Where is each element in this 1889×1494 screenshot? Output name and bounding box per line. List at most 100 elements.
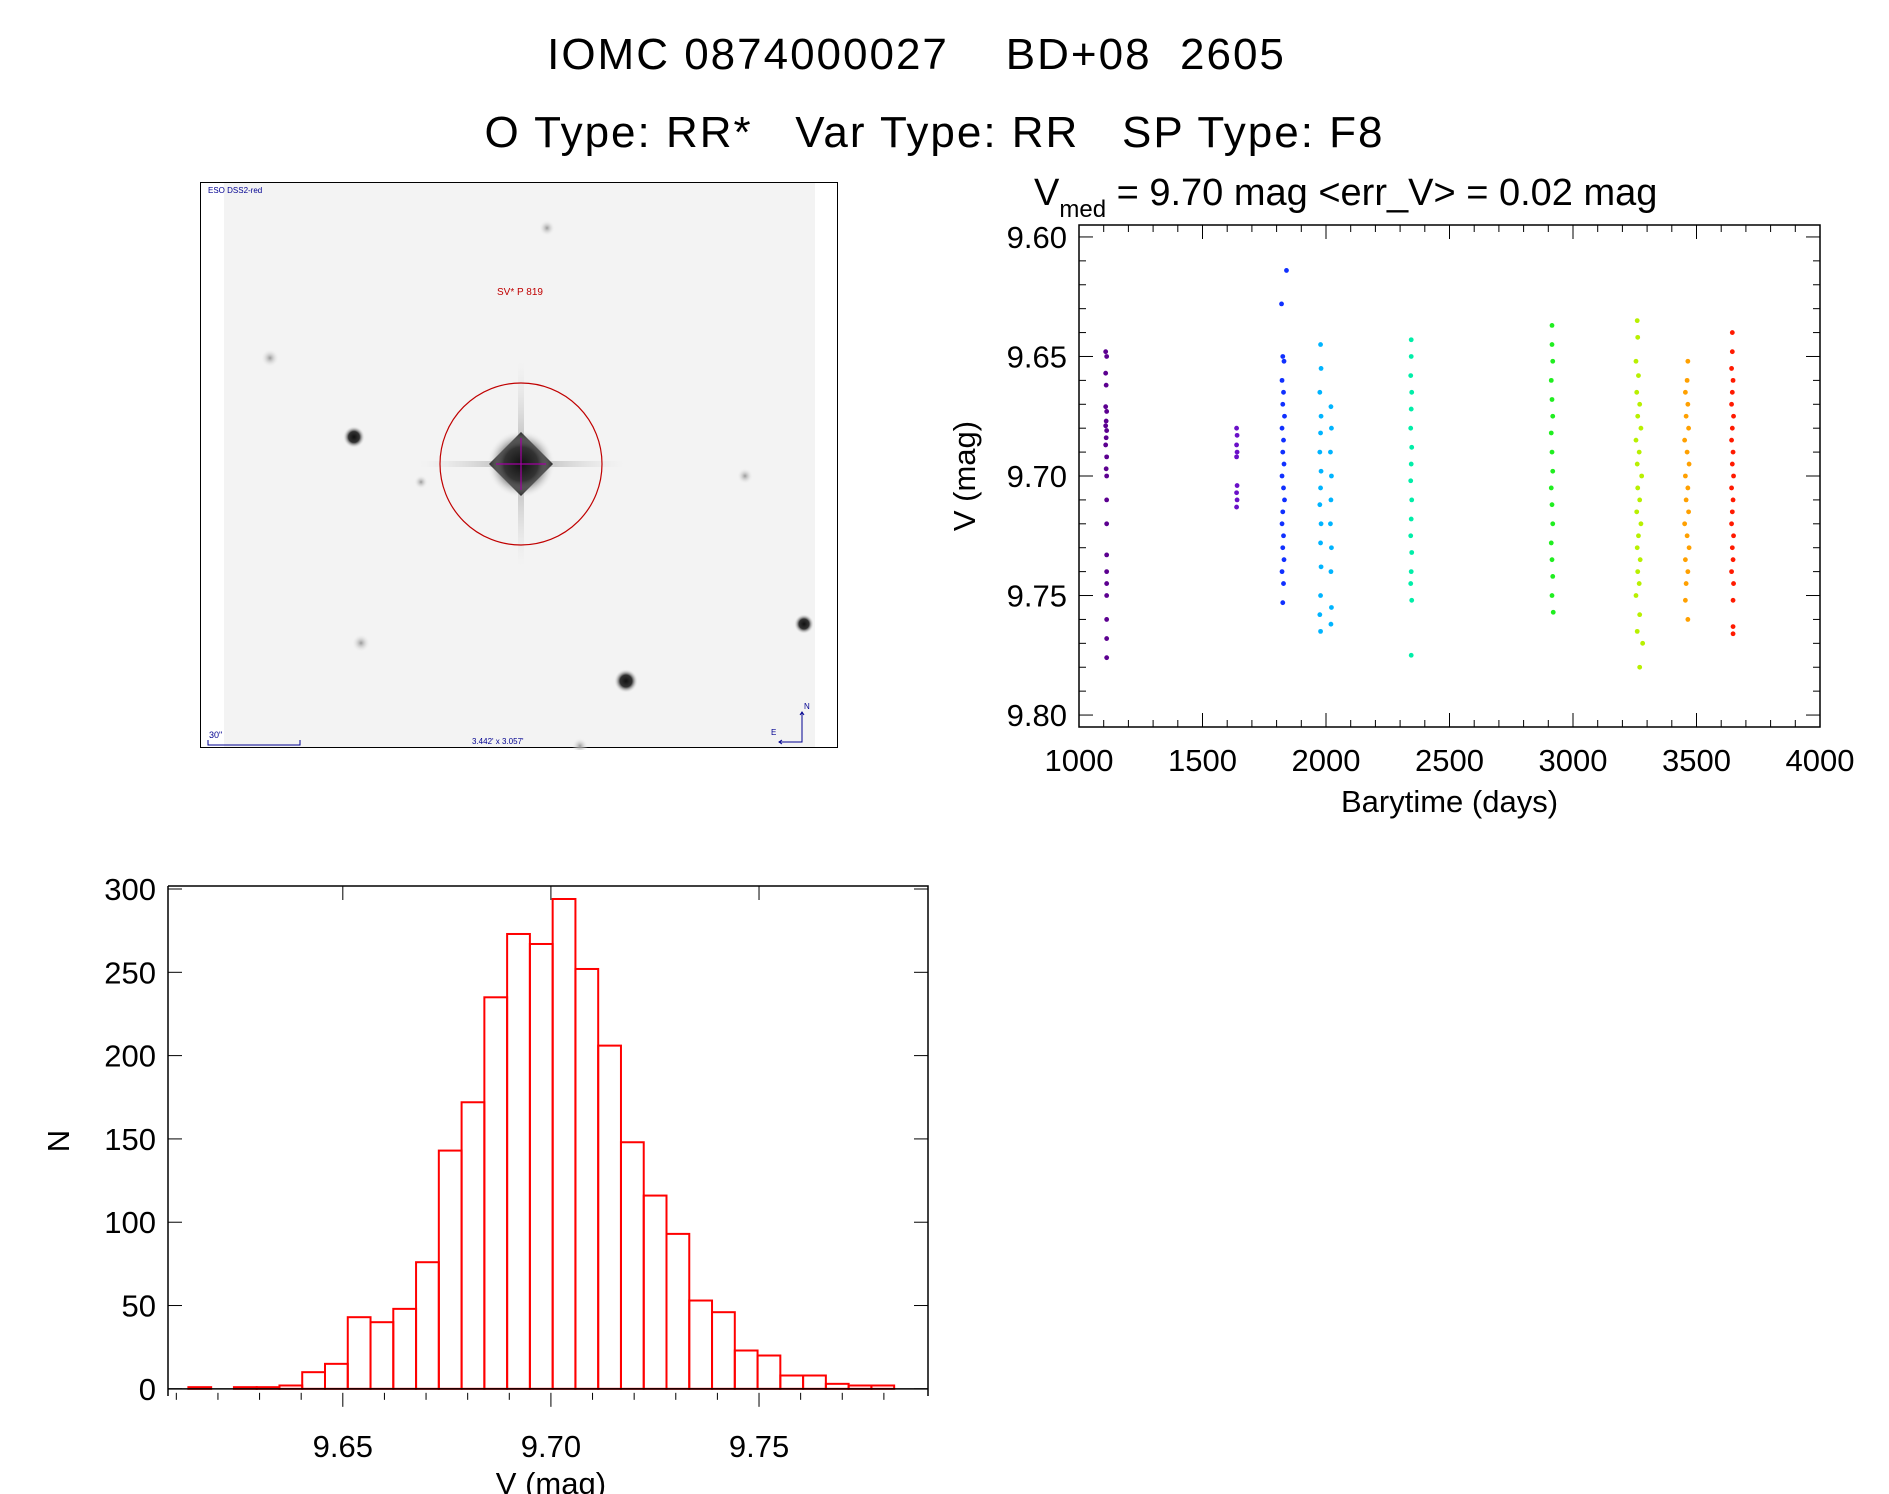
hist-bar	[779, 1374, 805, 1390]
lc-point	[1549, 342, 1555, 347]
lc-point	[1104, 428, 1110, 433]
lc-point	[1639, 473, 1645, 479]
lc-point	[1729, 485, 1734, 491]
lc-point	[1549, 449, 1555, 455]
y-tick-label: 250	[104, 955, 156, 990]
lc-point	[1685, 401, 1691, 407]
lc-point	[1234, 454, 1239, 460]
lc-point	[1318, 521, 1324, 527]
hist-bar	[642, 1194, 668, 1390]
lc-point	[1103, 435, 1109, 441]
plot-title: IOMC 0874000027 BD+08 2605	[547, 30, 1286, 79]
lc-point	[1549, 593, 1555, 598]
y-tick-label: 300	[104, 872, 156, 907]
lc-point	[1408, 406, 1414, 412]
lc-point	[1408, 569, 1414, 575]
survey-label: ESO DSS2-red	[208, 186, 262, 195]
lc-point	[1409, 389, 1415, 395]
lc-point	[1279, 301, 1284, 307]
lc-point	[1549, 502, 1555, 508]
hist-bar	[346, 1316, 372, 1390]
y-tick-label: 9.70	[1007, 459, 1067, 494]
lc-point	[1684, 533, 1690, 539]
lc-point	[1633, 437, 1639, 443]
title-rest: = 9.70 mag <err_V> = 0.02 mag	[1106, 172, 1657, 214]
lc-point	[1103, 442, 1109, 448]
lc-point	[1329, 425, 1334, 431]
lc-point	[1550, 468, 1556, 474]
lc-point	[1683, 581, 1689, 586]
lc-point	[1318, 430, 1323, 436]
lc-point	[1640, 640, 1646, 646]
lc-point	[1550, 609, 1556, 615]
lc-point	[1729, 509, 1735, 515]
lc-point	[1280, 354, 1286, 359]
lc-point	[1317, 389, 1323, 395]
hist-bar	[483, 996, 509, 1390]
title-v: V	[1034, 172, 1060, 214]
hist-bar	[392, 1307, 418, 1390]
x-tick-label: 1000	[1045, 743, 1114, 778]
lc-point	[1635, 334, 1641, 340]
lc-point	[1279, 521, 1285, 527]
lc-point	[1234, 442, 1239, 448]
lc-point	[1279, 569, 1285, 575]
lc-point	[1103, 349, 1109, 355]
lc-point	[1103, 382, 1109, 388]
lc-point	[1279, 377, 1285, 383]
north-label: N	[804, 702, 810, 711]
hist-bar	[802, 1374, 827, 1390]
y-tick-label: 200	[104, 1039, 156, 1074]
lc-point	[1686, 461, 1692, 467]
x-tick-label: 9.75	[729, 1429, 789, 1464]
lc-point	[1730, 624, 1736, 629]
lc-point	[1686, 545, 1692, 551]
lc-point	[1730, 377, 1736, 383]
lc-point	[1281, 557, 1287, 563]
lc-point	[1729, 437, 1734, 443]
lc-point	[1281, 389, 1286, 395]
histogram-chart: 0 50 100 150 200 250 300 9.65 9.70 9.75 V (mag) N	[41, 872, 929, 1494]
lc-point	[1280, 509, 1286, 515]
lc-point	[1318, 468, 1324, 474]
lc-point	[1409, 550, 1415, 555]
lc-point	[1685, 358, 1691, 364]
x-tick-label: 4000	[1786, 743, 1855, 778]
lc-point	[1103, 466, 1109, 472]
y-tick-label: 9.75	[1007, 579, 1067, 614]
hist-bar	[597, 1044, 622, 1390]
x-tick-label: 2000	[1292, 743, 1361, 778]
lc-point	[1729, 401, 1734, 407]
lc-point	[1637, 557, 1643, 563]
lc-point	[1730, 497, 1736, 503]
lc-point	[1328, 404, 1334, 410]
hist-bar	[528, 942, 554, 1390]
x-tick-label: 1500	[1168, 743, 1237, 778]
x-tick-label: 9.70	[521, 1429, 581, 1464]
y-tick-label: 9.80	[1007, 698, 1067, 733]
lc-point	[1637, 612, 1643, 618]
lc-point	[1234, 449, 1240, 455]
lc-point	[1635, 569, 1641, 575]
lc-point	[1234, 425, 1239, 431]
lc-point	[1104, 354, 1110, 359]
hist-bar	[756, 1354, 782, 1390]
lc-point	[1550, 358, 1556, 364]
hist-bar	[665, 1232, 691, 1390]
lc-point	[1103, 418, 1109, 424]
finder-chart-image: ESO DSS2-red SV* P 819 30" 3.442' x 3.05…	[200, 182, 838, 750]
lc-point	[1682, 597, 1688, 603]
lc-point	[1682, 389, 1688, 395]
lc-point	[1329, 473, 1334, 479]
lc-point	[1549, 557, 1555, 563]
lc-point	[1104, 552, 1110, 558]
lc-point	[1281, 533, 1286, 539]
y-tick-label: 9.60	[1007, 220, 1067, 255]
lc-point	[1548, 485, 1554, 491]
lc-point	[1408, 373, 1414, 378]
lc-point	[1280, 449, 1286, 455]
lc-point	[1280, 600, 1286, 606]
lc-point	[1318, 485, 1323, 491]
hist-bar	[369, 1321, 395, 1390]
